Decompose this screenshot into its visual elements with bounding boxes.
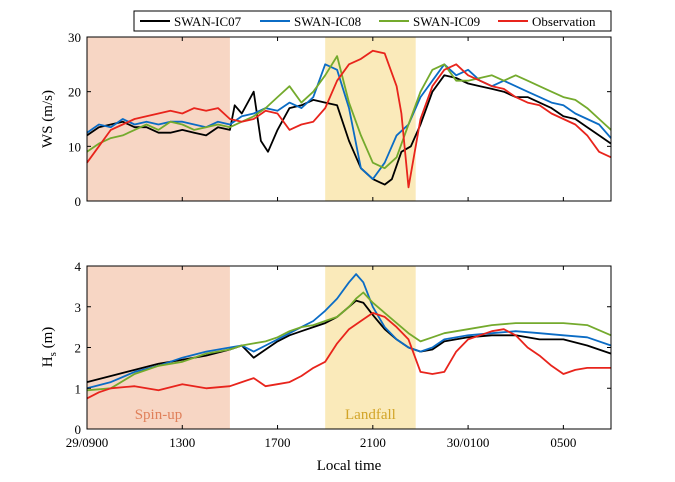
- xtick-label: 1300: [169, 435, 195, 450]
- xtick-label: 30/0100: [447, 435, 490, 450]
- wave-height-panel: Spin-up Landfall 0 1 2 3 4 29/0900 1300 1700 210…: [40, 259, 612, 474]
- legend: SWAN-IC07 SWAN-IC08 SWAN-IC09 Observation: [133, 10, 612, 32]
- wind-speed-panel: 0 10 20 30 WS (m/s): [40, 30, 612, 209]
- hs-ytick-label: 3: [75, 300, 82, 315]
- hs-ytick-label: 4: [75, 259, 82, 274]
- ws-ytick-label: 30: [68, 30, 81, 45]
- ws-x-ticks: [86, 37, 564, 201]
- ws-shaded-region-0: [87, 37, 230, 201]
- xtick-label: 1700: [265, 435, 291, 450]
- hs-ytick-label: 2: [75, 341, 82, 356]
- hs-ylabel-main: H: [40, 356, 56, 367]
- hs-region-label-landfall: Landfall: [345, 407, 396, 423]
- ws-ytick-label: 0: [75, 194, 82, 209]
- ws-series-lines: [86, 49, 612, 189]
- xtick-label: 2100: [360, 435, 386, 450]
- legend-entries: SWAN-IC07 SWAN-IC08 SWAN-IC09 Observation: [140, 14, 596, 29]
- hs-shaded-region-1: [325, 266, 416, 429]
- ws-ylabel: WS (m/s): [40, 90, 56, 148]
- legend-label-swan-ic09: SWAN-IC09: [413, 14, 480, 29]
- xtick-label: 29/0900: [66, 435, 109, 450]
- hs-region-labels: Spin-up Landfall: [135, 407, 396, 423]
- ws-axes-frame: [86, 36, 612, 202]
- hs-y-ticks: 0 1 2 3 4: [75, 259, 611, 437]
- hs-series-lines: [86, 273, 612, 400]
- hs-region-label-spin-up: Spin-up: [135, 407, 183, 423]
- legend-label-swan-ic08: SWAN-IC08: [294, 14, 361, 29]
- ws-y-ticks: 0 10 20 30: [68, 30, 611, 209]
- legend-label-swan-ic07: SWAN-IC07: [174, 14, 242, 29]
- hs-ylabel-unit: (m): [40, 327, 56, 352]
- xtick-label: 0500: [550, 435, 576, 450]
- hs-ylabel: Hs (m): [40, 327, 59, 368]
- ws-shaded-regions: [87, 37, 416, 201]
- ws-series-swan-ic08: [86, 63, 612, 181]
- hs-ytick-label: 1: [75, 381, 82, 396]
- ws-series-swan-ic09: [86, 55, 612, 170]
- hs-x-ticks: 29/0900 1300 1700 2100 30/0100 0500: [66, 266, 576, 450]
- legend-box: [133, 10, 612, 32]
- hs-series-swan-ic09: [86, 291, 612, 392]
- hs-ylabel-sub: s: [47, 352, 59, 356]
- x-axis-label: Local time: [317, 458, 382, 474]
- hs-shaded-regions: [87, 266, 416, 429]
- ws-series-observation: [86, 49, 612, 189]
- ws-ytick-label: 20: [68, 85, 81, 100]
- hs-shaded-region-0: [87, 266, 230, 429]
- ws-ytick-label: 10: [68, 139, 81, 154]
- ws-shaded-region-1: [325, 37, 416, 201]
- hs-series-observation: [86, 311, 611, 400]
- hs-ytick-label: 0: [75, 422, 82, 437]
- legend-label-observation: Observation: [532, 14, 596, 29]
